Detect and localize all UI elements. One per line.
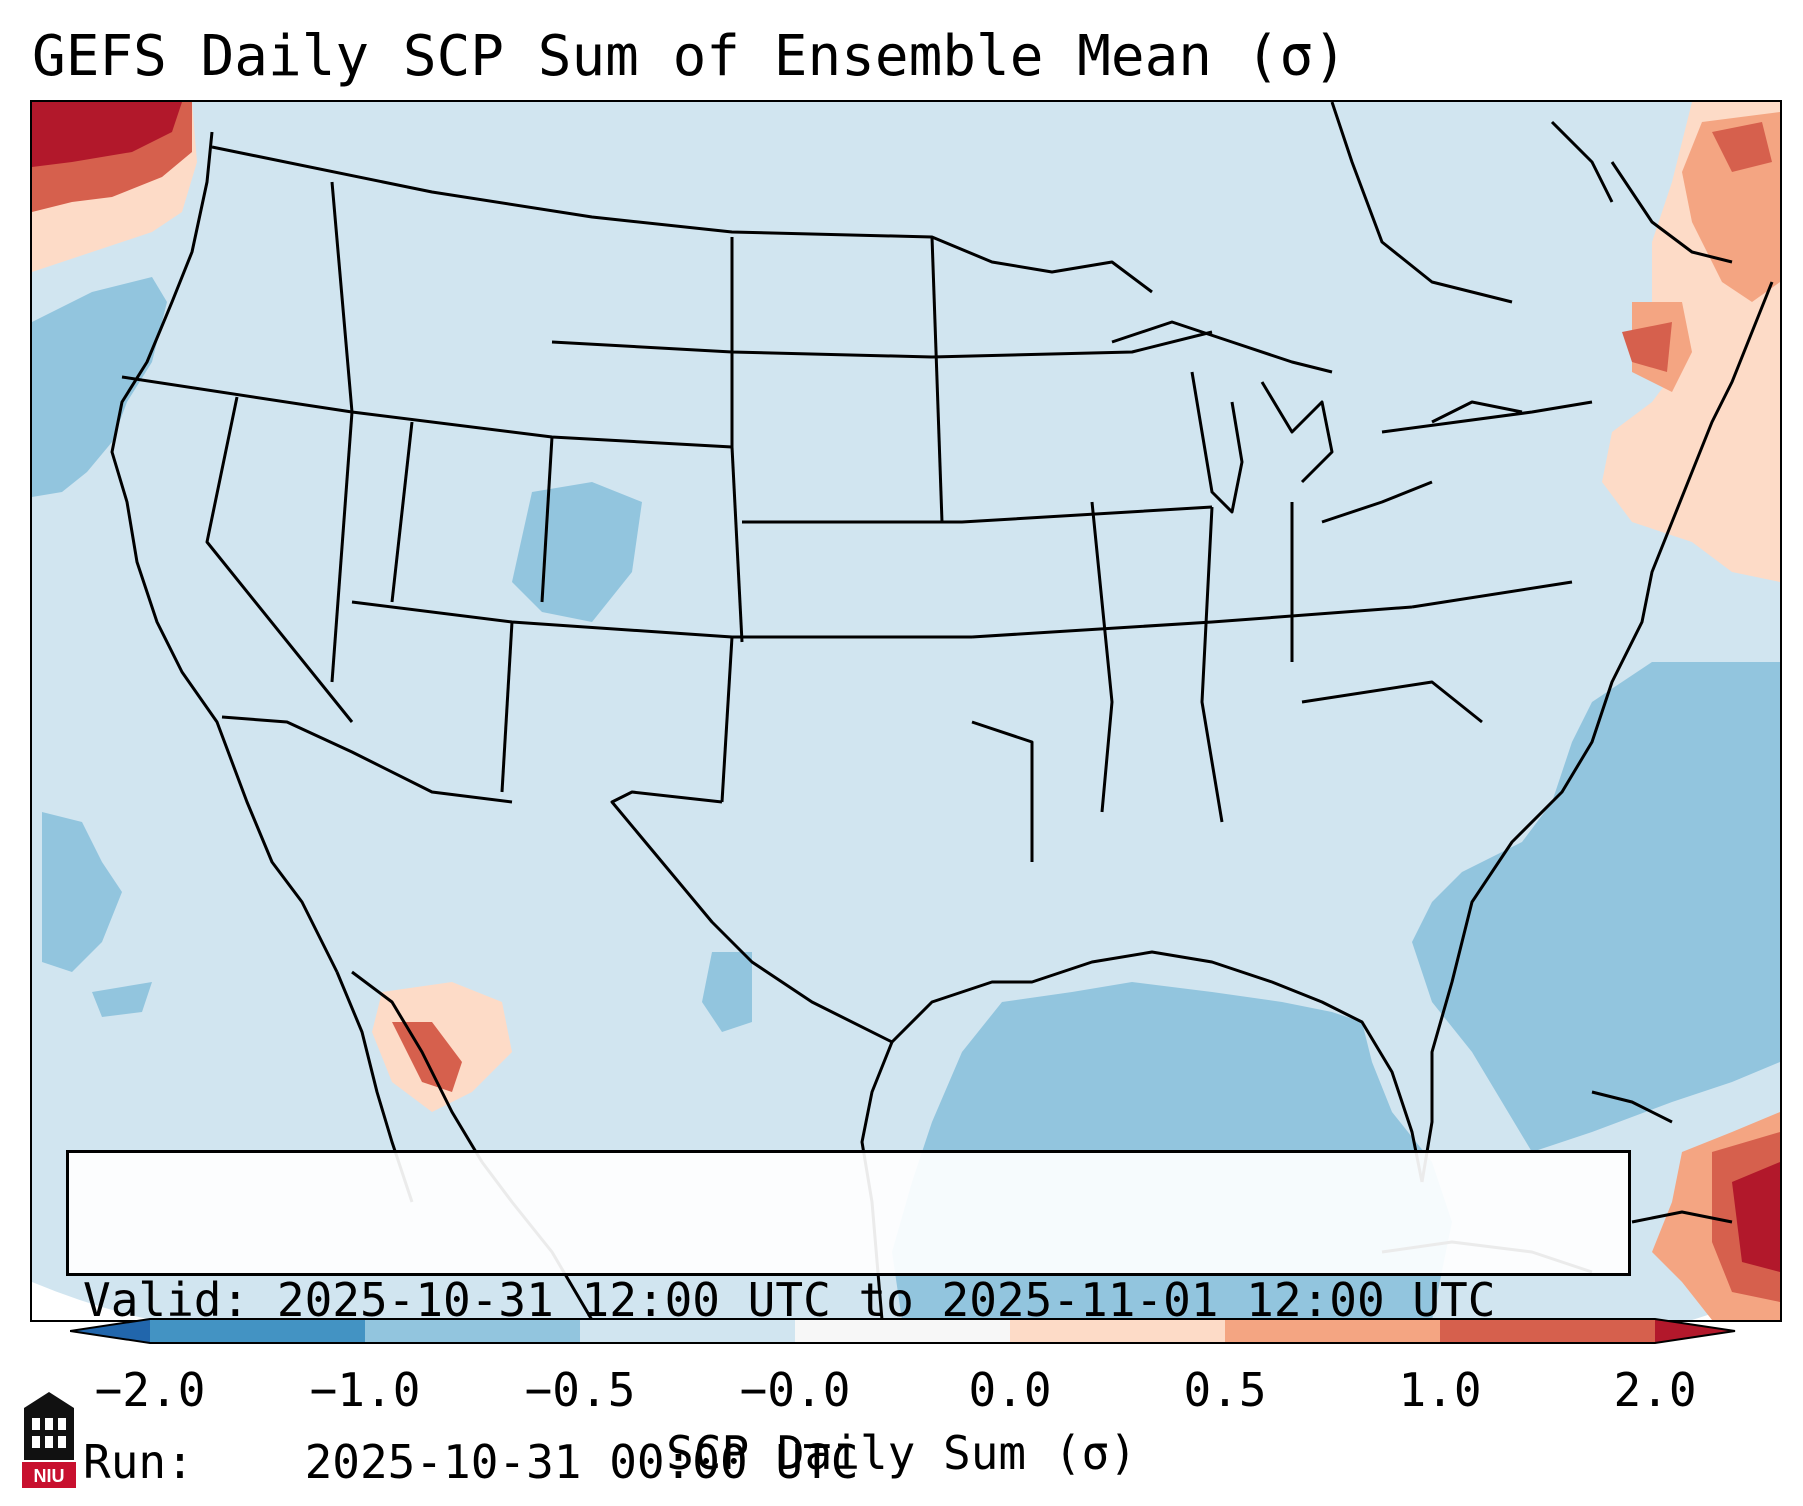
st-lawrence: [1550, 120, 1614, 203]
logo-window: [58, 1436, 66, 1448]
border-id-nv: [330, 411, 354, 683]
pacific-anomaly-north: [32, 277, 167, 497]
colorbar-tick: −0.5: [524, 1363, 636, 1417]
canada-maritime-coast: [1610, 161, 1733, 264]
border-ne-ks: [730, 446, 744, 643]
border-ok-ar-tn: [971, 605, 1413, 639]
run-label: Run:: [83, 1435, 194, 1489]
logo-red-band: [22, 1462, 76, 1488]
colorbar-tick: −2.0: [94, 1363, 206, 1417]
coastline-gulf: [890, 950, 1424, 1183]
run-row: Run: 2025-10-31 00:00 UTC: [83, 1435, 1628, 1489]
ne-anomaly-core-2: [1712, 122, 1772, 172]
logo-window: [45, 1418, 53, 1430]
coastline-west: [110, 131, 339, 973]
caribbean-anomaly-strong: [1732, 1162, 1780, 1272]
logo-window: [45, 1436, 53, 1448]
colorbar-bin-5: [1010, 1319, 1225, 1343]
nw-anomaly-strong: [32, 102, 182, 167]
colorbar: [70, 1318, 1736, 1344]
border-us-mexico-west: [221, 715, 513, 804]
niu-logo: NIU: [22, 1392, 76, 1488]
border-mn-wi: [931, 330, 1213, 359]
lake-huron: [1260, 381, 1334, 484]
map-canvas: [32, 102, 1780, 1320]
logo-window: [32, 1436, 40, 1448]
colorbar-tick: −0.0: [739, 1363, 851, 1417]
colorbar-bin-7: [1440, 1319, 1655, 1343]
border-va-nc: [1411, 580, 1573, 609]
pacific-anomaly-south: [42, 812, 122, 972]
border-or-wa-id: [121, 375, 733, 449]
border-ga-sc: [1301, 680, 1483, 724]
lake-superior: [1111, 320, 1333, 374]
lake-ontario: [1431, 400, 1523, 424]
colorado-anomaly: [512, 482, 642, 622]
border-nm-tx: [720, 636, 734, 803]
lake-michigan: [1190, 371, 1244, 514]
border-az-nm: [500, 621, 514, 793]
atlantic-ocean-field: [1412, 662, 1780, 1152]
border-ks-mo-ky: [742, 505, 1213, 524]
colorbar-label: SCP Daily Sum (σ): [666, 1426, 1137, 1480]
colorbar-bin-1: [150, 1319, 365, 1343]
border-texas-rio-grande: [610, 790, 893, 1044]
border-in-al: [1200, 506, 1224, 823]
colorbar-bin-4: [795, 1319, 1010, 1343]
colorbar-tick: 0.5: [1183, 1363, 1267, 1417]
mexico-anomaly-core: [392, 1022, 462, 1092]
coastline-atlantic: [1420, 281, 1774, 1183]
border-nv-ut: [390, 421, 414, 603]
run-value: 2025-10-31 00:00 UTC: [304, 1435, 859, 1489]
border-co-nm: [351, 600, 972, 639]
colorbar-bin-6: [1225, 1319, 1440, 1343]
map-panel: [30, 100, 1782, 1322]
colorbar-bin-2: [365, 1319, 580, 1343]
colorbar-tick: −1.0: [309, 1363, 421, 1417]
colorbar-extend-right: [1655, 1319, 1735, 1343]
border-il-ms: [1090, 501, 1114, 813]
border-wa-id: [330, 181, 354, 413]
logo-tower: [24, 1408, 74, 1460]
border-nv-ca: [205, 396, 354, 723]
border-wy-co: [540, 436, 554, 603]
logo-roof: [24, 1392, 74, 1408]
pacific-anomaly-patch: [92, 982, 152, 1017]
border-tx-la: [971, 720, 1034, 862]
logo-text: NIU: [34, 1466, 65, 1486]
colorbar-outline: [70, 1318, 1736, 1344]
logo-window: [32, 1418, 40, 1430]
colorbar-tick: 0.0: [968, 1363, 1052, 1417]
baja-coast-east: [351, 970, 484, 1163]
projection-edge-left: [32, 1282, 152, 1320]
colorbar-bin-3: [580, 1319, 795, 1343]
logo-window: [58, 1418, 66, 1430]
colorbar-extend-left: [70, 1319, 150, 1343]
bahamas: [1591, 1090, 1673, 1124]
canada-province-border: [1330, 102, 1513, 304]
colorbar-tick: 2.0: [1613, 1363, 1697, 1417]
hispaniola: [1631, 1210, 1733, 1224]
chart-title: GEFS Daily SCP Sum of Ensemble Mean (σ): [32, 24, 1347, 89]
border-mn-nd: [930, 236, 944, 523]
map-background: [32, 102, 1780, 1320]
colorbar-tick: 1.0: [1398, 1363, 1482, 1417]
valid-run-info-box: Valid: 2025-10-31 12:00 UTC to 2025-11-0…: [66, 1150, 1631, 1489]
lake-erie: [1321, 480, 1433, 524]
border-pa-ny: [1381, 400, 1593, 434]
texas-anomaly: [702, 952, 752, 1032]
ne-anomaly-core: [1622, 322, 1672, 372]
